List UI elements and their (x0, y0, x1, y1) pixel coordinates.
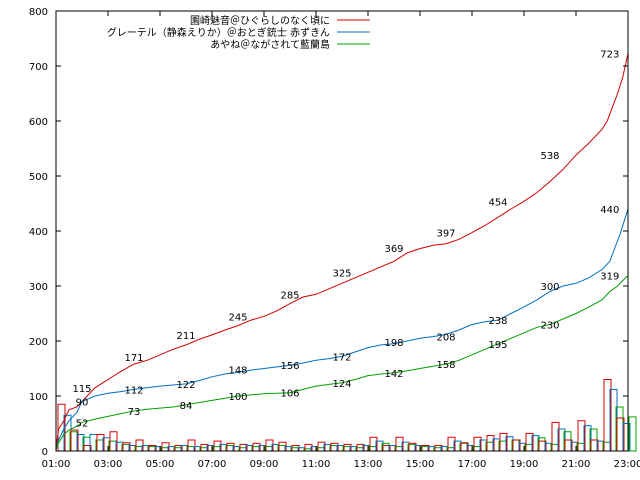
series-line-2 (55, 208, 629, 450)
y-tick-label: 200 (29, 337, 48, 348)
legend-label: あやね＠ながされて藍蘭島 (210, 38, 330, 51)
data-label: 148 (228, 366, 247, 377)
data-label: 106 (280, 389, 299, 400)
x-tick-label: 11:00 (302, 459, 331, 470)
data-label: 100 (228, 392, 247, 403)
data-label: 198 (384, 338, 403, 349)
x-tick-label: 03:00 (94, 459, 123, 470)
data-label: 319 (600, 272, 619, 283)
x-tick-label: 09:00 (250, 459, 279, 470)
hourly-bars (57, 379, 637, 452)
data-label: 238 (488, 316, 507, 327)
y-tick-label: 0 (42, 447, 48, 458)
x-tick-label: 15:00 (406, 459, 435, 470)
data-label: 156 (280, 361, 299, 372)
series-lines (55, 53, 629, 451)
data-label: 245 (228, 312, 247, 323)
data-label: 397 (436, 229, 455, 240)
x-tick-label: 17:00 (458, 459, 487, 470)
data-label: 538 (540, 151, 559, 162)
axes: 0 100 200 300 400 500 600 700 800 01:00 03:00 05:00… (29, 7, 640, 470)
y-tick-label: 700 (29, 62, 48, 73)
data-label: 52 (76, 418, 89, 429)
data-label: 122 (176, 380, 195, 391)
data-label: 208 (436, 333, 455, 344)
series-line-3 (55, 275, 629, 451)
data-label: 171 (124, 353, 143, 364)
data-label: 440 (600, 205, 619, 216)
y-tick-label: 500 (29, 172, 48, 183)
data-label: 300 (540, 282, 559, 293)
bar (628, 416, 637, 452)
x-tick-label: 19:00 (510, 459, 539, 470)
data-label: 454 (488, 197, 507, 208)
data-label: 285 (280, 290, 299, 301)
data-label: 158 (436, 360, 455, 371)
series-line-1 (55, 53, 629, 449)
data-label: 195 (488, 340, 507, 351)
data-label: 124 (332, 379, 351, 390)
data-label: 142 (384, 369, 403, 380)
data-label: 211 (176, 331, 195, 342)
x-tick-label: 05:00 (146, 459, 175, 470)
data-label: 325 (332, 268, 351, 279)
x-tick-label: 23:00 (614, 459, 640, 470)
x-tick-label: 13:00 (354, 459, 383, 470)
data-label: 230 (540, 321, 559, 332)
y-tick-label: 400 (29, 227, 48, 238)
data-label: 73 (128, 407, 141, 418)
data-label: 723 (600, 49, 619, 60)
legend-label: グレーテル（静森えりか）＠おとぎ銃士 赤ずきん (107, 26, 330, 39)
data-label: 112 (124, 385, 143, 396)
data-label: 172 (332, 352, 351, 363)
y-tick-label: 600 (29, 117, 48, 128)
x-tick-label: 07:00 (198, 459, 227, 470)
data-labels: 115 171 211 245 285 325 369 397 454 538 723 90 112 12… (72, 49, 619, 429)
data-label: 115 (72, 384, 91, 395)
legend-label: 園崎魅音＠ひぐらしのなく頃に (190, 14, 330, 27)
x-tick-label: 21:00 (562, 459, 591, 470)
data-label: 90 (76, 398, 89, 409)
x-tick-label: 01:00 (42, 459, 71, 470)
y-tick-label: 100 (29, 392, 48, 403)
data-label: 84 (180, 401, 193, 412)
data-label: 369 (384, 244, 403, 255)
y-tick-label: 300 (29, 282, 48, 293)
y-tick-label: 800 (29, 7, 48, 18)
